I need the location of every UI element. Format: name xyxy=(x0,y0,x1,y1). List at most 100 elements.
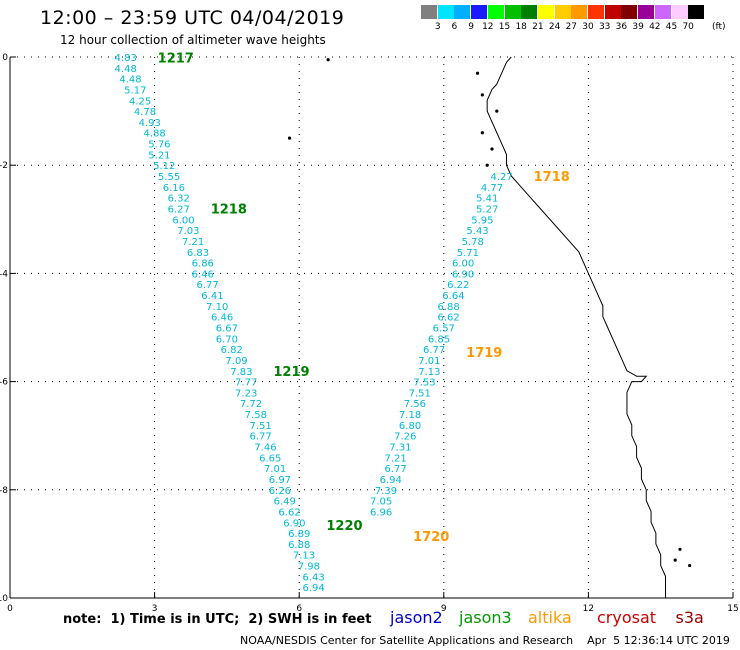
wave-height-value: 7.51 xyxy=(409,388,431,399)
wave-height-value: 6.96 xyxy=(370,507,392,518)
satellite-label-jason2: jason2 xyxy=(390,608,443,627)
wave-height-value: 5.55 xyxy=(158,172,180,183)
colorbar-swatch xyxy=(654,5,671,19)
y-tick-label: 0 xyxy=(2,53,8,63)
wave-height-value: 4.27 xyxy=(491,172,513,183)
colorbar-swatch xyxy=(437,5,454,19)
wave-height-value: 6.57 xyxy=(433,324,455,335)
wave-height-value: 7.56 xyxy=(404,399,426,410)
wave-height-value: 6.00 xyxy=(452,259,474,270)
wave-height-value: 6.88 xyxy=(437,302,459,313)
island-marker xyxy=(495,109,499,113)
wave-height-value: 7.53 xyxy=(413,378,435,389)
y-tick-label: -2 xyxy=(0,161,8,171)
island-marker xyxy=(326,58,330,62)
colorbar-label: 36 xyxy=(615,22,628,32)
wave-height-value: 6.90 xyxy=(452,269,474,280)
island-marker xyxy=(485,163,489,167)
wave-height-value: 7.21 xyxy=(182,237,204,248)
wave-height-value: 6.26 xyxy=(269,486,291,497)
wave-height-value: 4.88 xyxy=(143,129,165,140)
y-tick-label: -6 xyxy=(0,378,8,388)
data-points: 4.834.484.485.174.254.784.934.885.765.21… xyxy=(115,53,513,594)
track-time-label: 1217 xyxy=(158,52,194,67)
wave-height-value: 5.17 xyxy=(124,85,146,96)
wave-height-value: 6.22 xyxy=(447,280,469,291)
wave-height-value: 7.13 xyxy=(418,367,440,378)
wave-height-value: 5.71 xyxy=(457,248,479,259)
island-marker xyxy=(480,131,484,135)
wave-height-value: 5.41 xyxy=(476,194,498,205)
footer-credit: NOAA/NESDIS Center for Satellite Applica… xyxy=(240,634,730,647)
wave-height-value: 6.86 xyxy=(192,259,214,270)
wave-height-value: 5.76 xyxy=(148,140,170,151)
wave-height-value: 6.97 xyxy=(269,475,291,486)
wave-height-value: 5.78 xyxy=(462,237,484,248)
wave-height-value: 6.77 xyxy=(250,432,272,443)
x-tick-label: 12 xyxy=(583,604,594,614)
wave-height-value: 6.77 xyxy=(384,464,406,475)
wave-height-value: 6.43 xyxy=(303,572,325,583)
wave-height-value: 4.78 xyxy=(134,107,156,118)
wave-height-value: 6.83 xyxy=(187,248,209,259)
wave-height-value: 7.05 xyxy=(370,497,392,508)
wave-height-value: 7.58 xyxy=(245,410,267,421)
wave-height-value: 5.21 xyxy=(148,150,170,161)
colorbar-swatch xyxy=(671,5,688,19)
wave-height-value: 7.18 xyxy=(399,410,421,421)
wave-height-value: 4.83 xyxy=(115,53,137,64)
wave-height-value: 7.03 xyxy=(177,226,199,237)
wave-height-value: 6.49 xyxy=(274,497,296,508)
wave-height-value: 6.94 xyxy=(303,583,325,594)
wave-height-value: 4.48 xyxy=(119,75,141,86)
wave-height-value: 6.62 xyxy=(437,313,459,324)
wave-height-value: 6.65 xyxy=(259,453,281,464)
track-time-label: 1720 xyxy=(413,530,449,545)
track-time-label: 1220 xyxy=(326,519,362,534)
island-marker xyxy=(287,136,292,140)
wave-height-value: 6.80 xyxy=(399,421,421,432)
satellite-label-jason3: jason3 xyxy=(459,608,512,627)
wave-height-value: 6.32 xyxy=(168,194,190,205)
coastline-path xyxy=(486,56,667,598)
wave-height-value: 7.77 xyxy=(235,378,257,389)
wave-height-value: 5.95 xyxy=(471,215,493,226)
wave-height-value: 7.51 xyxy=(250,421,272,432)
y-tick-label: -8 xyxy=(0,486,8,496)
coastline xyxy=(287,56,692,598)
island-marker xyxy=(480,93,484,97)
colorbar-swatch xyxy=(421,5,437,19)
colorbar-label: 18 xyxy=(515,22,527,32)
footer-note: note: 1) Time is in UTC; 2) SWH is in fe… xyxy=(63,612,372,627)
island-marker xyxy=(678,547,682,551)
track-time-label: 1719 xyxy=(466,346,502,361)
colorbar-swatch xyxy=(487,5,504,19)
colorbar-label: 70 xyxy=(682,22,694,32)
colorbar-swatch xyxy=(454,5,471,19)
wave-height-value: 4.48 xyxy=(115,64,137,75)
wave-height-value: 6.64 xyxy=(442,291,464,302)
wave-height-value: 7.83 xyxy=(230,367,252,378)
island-marker xyxy=(490,147,494,151)
page-title: 12:00 – 23:59 UTC 04/04/2019 xyxy=(40,7,345,29)
colorbar-label: 45 xyxy=(665,22,678,32)
colorbar-label: 24 xyxy=(548,22,561,32)
wave-height-value: 6.89 xyxy=(288,529,310,540)
colorbar-label: 33 xyxy=(598,22,611,32)
wave-height-value: 7.26 xyxy=(394,432,416,443)
colorbar-label: 3 xyxy=(434,22,441,32)
island-marker xyxy=(688,563,692,568)
wave-height-value: 7.23 xyxy=(235,388,257,399)
colorbar-label: 12 xyxy=(482,22,494,32)
colorbar-unit: (ft) xyxy=(712,22,726,32)
wave-height-value: 6.77 xyxy=(423,345,445,356)
wave-height-value: 7.39 xyxy=(375,486,397,497)
track-time-label: 1218 xyxy=(211,202,247,217)
island-marker xyxy=(673,558,677,562)
wave-height-value: 6.85 xyxy=(428,334,450,345)
colorbar-label: 6 xyxy=(451,22,458,32)
wave-height-value: 6.90 xyxy=(283,518,305,529)
colorbar-swatch xyxy=(588,5,604,19)
satellite-label-altika: altika xyxy=(528,608,572,627)
